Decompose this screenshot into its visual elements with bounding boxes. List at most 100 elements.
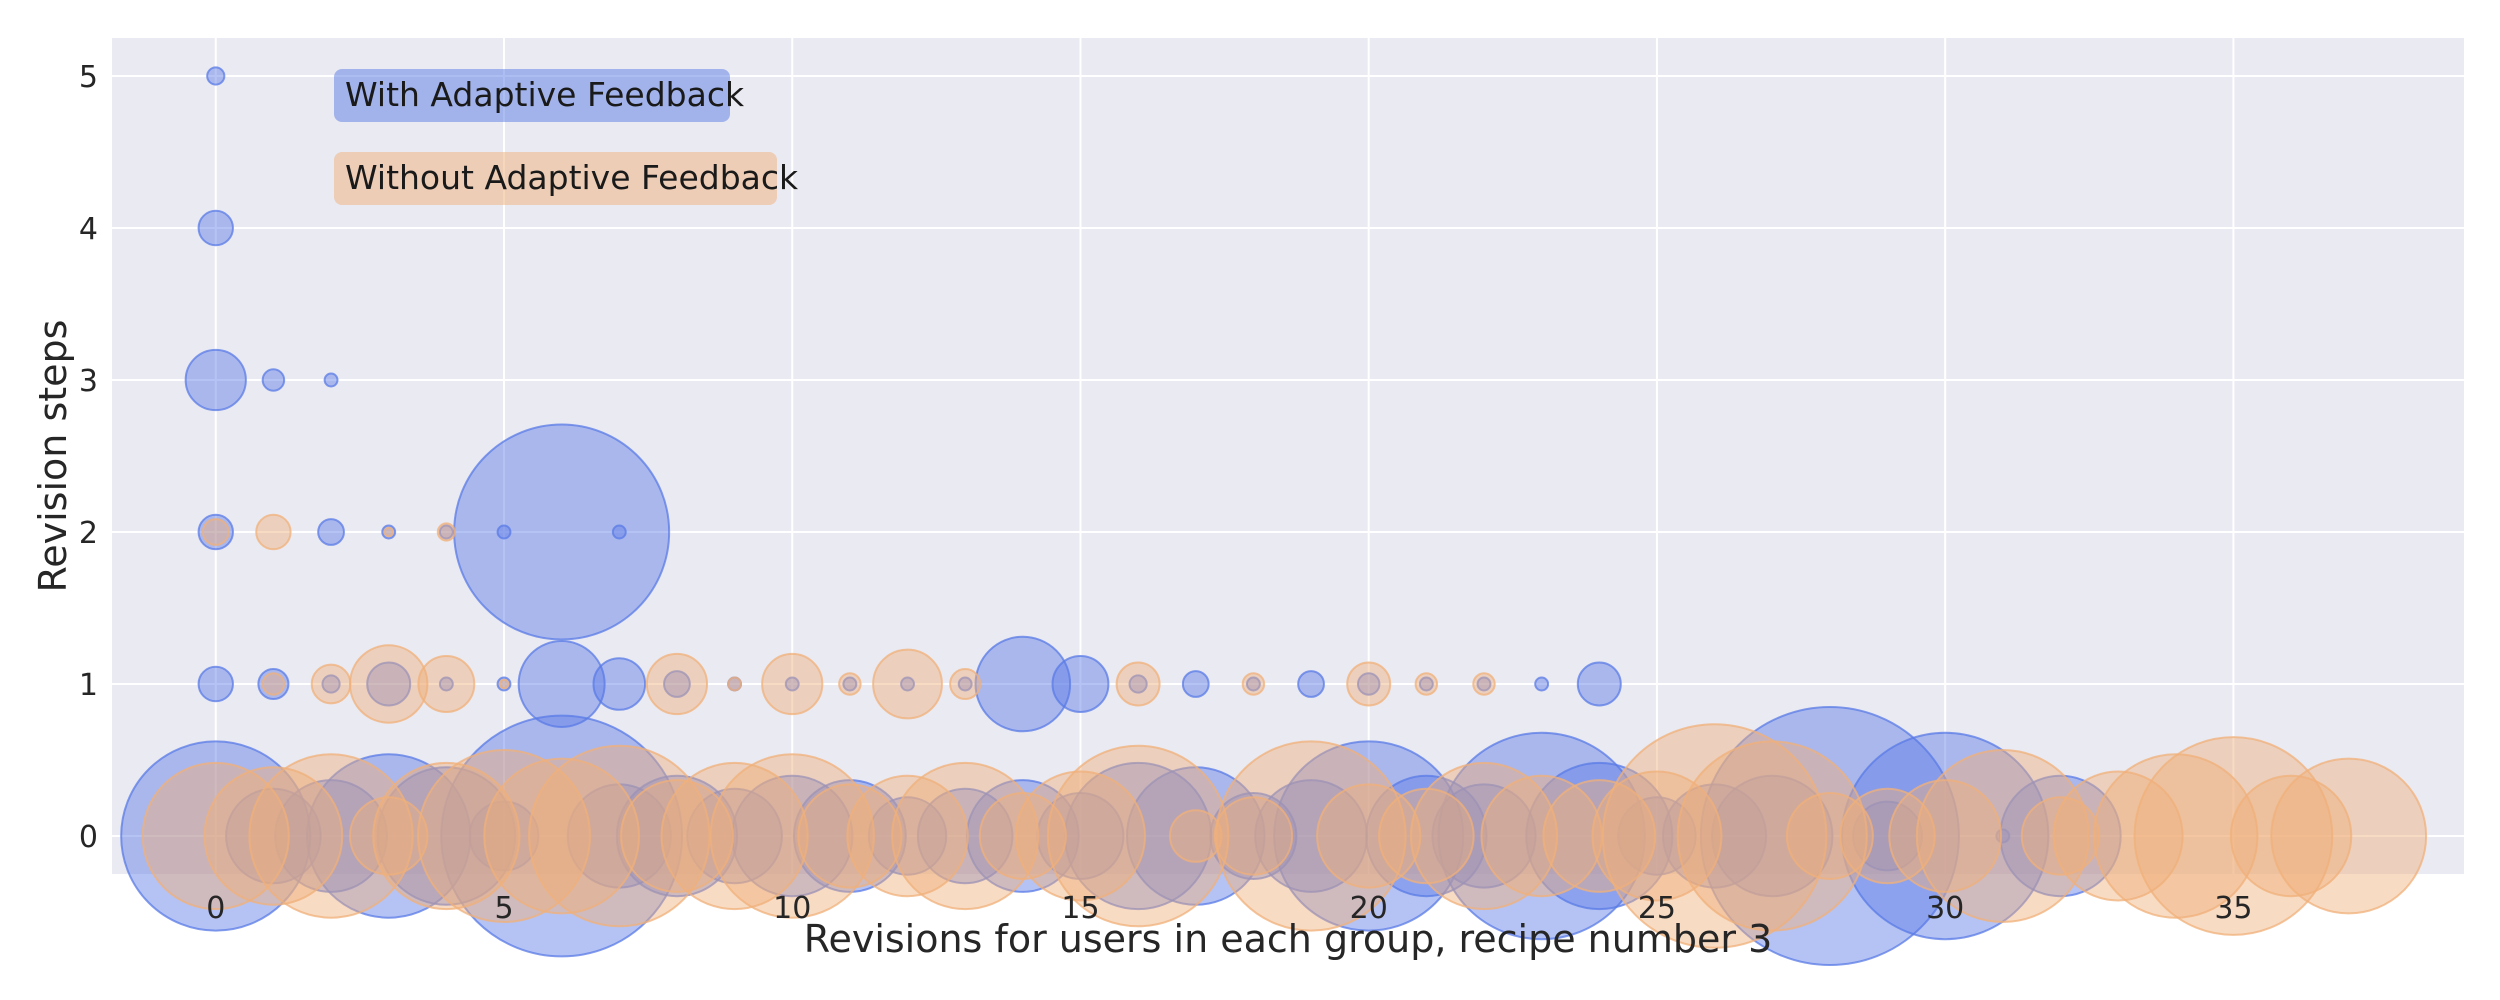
bubble-without-feedback	[1409, 761, 1559, 911]
bubble-with-feedback	[1297, 670, 1325, 698]
bubble-with-feedback	[784, 676, 800, 692]
y-tick-label: 1	[79, 668, 98, 703]
bubble-with-feedback	[900, 676, 915, 692]
ticks: 0 5 10 15 20 25 30 35 0 1 2 3 4 5	[79, 60, 2253, 926]
legend-with-box	[334, 69, 730, 122]
bubble-without-feedback	[1915, 749, 2090, 923]
bubble-without-feedback	[1316, 783, 1422, 889]
bubble-with-feedback	[1711, 774, 1834, 898]
bubble-with-feedback	[317, 518, 345, 546]
bubble-without-feedback	[1046, 744, 1230, 928]
bubble-with-feedback	[197, 209, 234, 247]
bubble-with-feedback	[1051, 655, 1110, 713]
x-tick-label: 10	[773, 891, 811, 926]
y-tick-label: 5	[79, 60, 98, 95]
bubble-with-feedback	[686, 787, 783, 885]
x-tick-label: 0	[206, 891, 225, 926]
bubble-without-feedback	[349, 796, 429, 876]
bubble-without-feedback	[1414, 672, 1439, 696]
bubble-without-feedback	[1888, 779, 2003, 893]
bubble-with-feedback	[323, 372, 339, 388]
bubble-without-feedback	[978, 792, 1067, 880]
bubble-without-feedback	[203, 766, 344, 906]
bubble-with-feedback	[1699, 706, 1960, 966]
bubble-with-feedback	[592, 657, 647, 711]
bubble-without-feedback	[1472, 672, 1496, 696]
bubbles	[120, 66, 2428, 966]
bubble-with-feedback	[663, 670, 691, 698]
bubble-without-feedback	[372, 761, 521, 911]
bubble-without-feedback	[1378, 787, 1475, 885]
bubble-without-feedback	[949, 667, 982, 701]
bubble-without-feedback	[436, 522, 456, 542]
bubble-with-feedback	[1525, 761, 1674, 911]
legend-without-box	[334, 152, 777, 205]
bubble-without-feedback	[1591, 770, 1723, 902]
bubble-without-feedback	[1542, 779, 1657, 893]
bubble-without-feedback	[2229, 774, 2353, 898]
bubble-without-feedback	[1676, 740, 1868, 932]
bubble-without-feedback	[2270, 757, 2428, 915]
bubble-with-feedback	[1840, 731, 2050, 941]
bubble-without-feedback	[261, 672, 286, 696]
bubble-without-feedback	[846, 774, 969, 898]
bubble-with-feedback	[1476, 676, 1492, 692]
bubble-with-feedback	[225, 787, 322, 885]
bubble-without-feedback	[872, 648, 943, 720]
grid	[112, 38, 2464, 874]
bubble-without-feedback	[709, 753, 875, 919]
bubble-with-feedback	[1431, 783, 1537, 889]
bubble-with-feedback	[1245, 676, 1261, 692]
bubble-without-feedback	[1213, 796, 1294, 876]
bubble-with-feedback	[517, 640, 606, 728]
bubble-without-feedback	[2133, 736, 2334, 936]
bubble-with-feedback	[1356, 672, 1381, 696]
bubble-without-feedback	[1839, 787, 1936, 885]
bubble-with-feedback	[453, 423, 671, 641]
bubble-with-feedback	[1661, 783, 1768, 889]
bubble-without-feedback	[620, 779, 734, 893]
x-axis-label: Revisions for users in each group, recip…	[804, 917, 1773, 961]
bubble-with-feedback	[1576, 661, 1622, 707]
bubble-without-feedback	[1601, 723, 1828, 949]
bubble-with-feedback	[1181, 670, 1210, 698]
bubble-without-feedback	[349, 644, 429, 724]
x-tick-label: 35	[2214, 891, 2252, 926]
bubble-with-feedback	[916, 787, 1014, 885]
bubble-with-feedback	[957, 676, 973, 692]
bubble-without-feedback	[660, 761, 809, 911]
bubble-without-feedback	[761, 652, 824, 716]
bubble-with-feedback	[438, 676, 454, 692]
y-tick-label: 3	[79, 364, 98, 399]
bubble-with-feedback	[1209, 792, 1298, 880]
bubble-with-feedback	[376, 766, 517, 906]
y-tick-label: 0	[79, 820, 98, 855]
bubble-without-feedback	[248, 753, 414, 919]
bubble-without-feedback	[727, 676, 743, 692]
bubble-with-feedback	[120, 740, 312, 932]
bubble-without-feedback	[1785, 792, 1874, 880]
bubble-without-feedback	[383, 526, 395, 538]
bubble-without-feedback	[255, 513, 292, 551]
bubble-without-feedback	[1115, 661, 1161, 707]
x-tick-label: 30	[1926, 891, 1964, 926]
bubble-with-feedback	[1128, 674, 1148, 694]
bubble-with-feedback	[842, 676, 858, 692]
bubble-with-feedback	[496, 524, 512, 540]
bubble-with-feedback	[197, 665, 234, 703]
bubble-with-feedback	[206, 66, 226, 86]
bubble-without-feedback	[797, 783, 903, 889]
bubble-without-feedback	[201, 518, 230, 546]
bubble-with-feedback	[867, 796, 948, 876]
bubble-with-feedback	[611, 524, 627, 540]
bubble-with-feedback	[274, 779, 388, 893]
bubble-without-feedback	[310, 663, 352, 705]
bubble-with-feedback	[1418, 676, 1434, 692]
bubble-with-feedback	[1365, 774, 1488, 898]
bubble-with-feedback	[438, 524, 454, 540]
bubble-without-feedback	[417, 655, 476, 713]
legend-with-label: With Adaptive Feedback	[345, 75, 745, 114]
bubble-without-feedback	[1241, 672, 1266, 696]
x-tick-label: 15	[1061, 891, 1099, 926]
